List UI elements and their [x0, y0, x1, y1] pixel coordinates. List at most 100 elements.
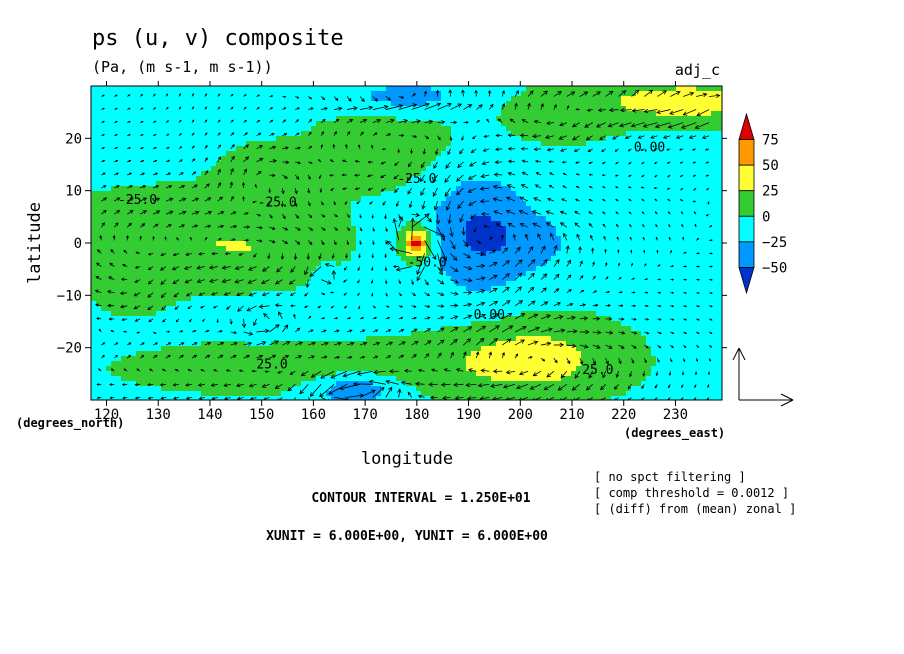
wind-vector-head — [328, 390, 333, 395]
wind-vector — [396, 200, 400, 207]
wind-vector-head — [246, 225, 251, 229]
wind-vector-head — [452, 256, 458, 261]
wind-vector-head — [588, 173, 592, 176]
wind-vector-head — [285, 340, 291, 345]
wind-vector-head — [684, 278, 688, 281]
wind-vector — [319, 383, 335, 397]
wind-vector-head — [98, 368, 101, 371]
wind-vector-head — [637, 135, 642, 139]
wind-vector — [334, 396, 349, 400]
wind-vector-head — [357, 280, 360, 284]
wind-vector-head — [285, 354, 290, 359]
wind-vector — [527, 90, 534, 97]
wind-vector-head — [413, 135, 418, 138]
wind-vector-head — [614, 149, 618, 152]
wind-vector-head — [500, 234, 504, 238]
wind-vector-head — [705, 148, 708, 151]
wind-vector — [533, 397, 542, 400]
wind-vector-head — [248, 292, 254, 297]
wind-vector-head — [296, 241, 301, 245]
wind-vector — [586, 135, 593, 141]
wind-vector-head — [142, 210, 147, 214]
wind-vector-head — [709, 345, 713, 348]
wind-vector-head — [398, 281, 401, 285]
wind-vector-head — [445, 164, 450, 169]
wind-vector — [256, 239, 262, 242]
wind-vector-head — [225, 369, 229, 372]
wind-vector — [437, 292, 444, 296]
wind-vector — [501, 352, 505, 359]
wind-vector-head — [231, 106, 234, 109]
wind-vector-head — [571, 343, 577, 349]
wind-vector — [503, 383, 516, 388]
wind-vector-head — [218, 144, 221, 148]
wind-vector-head — [491, 249, 497, 254]
wind-vector-head — [489, 103, 494, 108]
wind-vector — [394, 187, 400, 193]
wind-vector-head — [398, 216, 401, 220]
wind-vector-head — [693, 211, 696, 214]
wind-vector-head — [621, 331, 626, 335]
wind-vector — [359, 329, 365, 333]
wind-vector-head — [576, 233, 580, 238]
wind-vector — [683, 109, 697, 116]
wind-vector — [393, 174, 399, 180]
wind-vector-head — [602, 186, 605, 189]
wind-vector-head — [448, 89, 453, 94]
wind-vector — [152, 197, 160, 202]
wind-vector — [294, 187, 297, 194]
wind-vector — [450, 279, 459, 284]
x-units-label: (degrees_east) — [624, 426, 725, 441]
wind-vector — [173, 292, 180, 298]
wind-vector — [191, 354, 197, 359]
wind-vector-head — [507, 222, 513, 227]
wind-vector-head — [278, 311, 283, 316]
wind-vector — [253, 318, 257, 326]
wind-vector — [601, 397, 606, 400]
wind-vector-head — [480, 368, 486, 373]
wind-vector-head — [439, 339, 445, 344]
wind-vector-head — [108, 317, 112, 321]
wind-vector — [631, 344, 637, 349]
wind-vector — [566, 245, 569, 254]
y-units-label: (degrees_north) — [16, 416, 124, 431]
wind-vector-head — [384, 216, 387, 220]
experiment-tag: adj_c — [675, 61, 720, 79]
wind-vector-head — [322, 227, 326, 231]
wind-vector-head — [248, 383, 254, 388]
wind-vector — [520, 197, 529, 202]
wind-vector-head — [343, 293, 347, 296]
wind-vector — [540, 287, 547, 294]
wind-vector-head — [535, 172, 539, 175]
wind-vector — [250, 397, 257, 400]
wind-vector-head — [193, 354, 198, 358]
wind-vector-head — [318, 176, 322, 179]
wind-vector — [437, 339, 445, 346]
wind-vector — [476, 302, 485, 307]
wind-vector-head — [524, 233, 529, 238]
wind-vector — [547, 122, 554, 124]
wind-vector-head — [642, 373, 646, 377]
wind-vector-head — [478, 240, 482, 244]
wind-vector — [457, 200, 464, 209]
wind-vector-head — [596, 123, 601, 128]
wind-vector-head — [257, 119, 261, 123]
wind-vector-head — [387, 329, 392, 333]
wind-vector-head — [420, 164, 425, 169]
wind-vector-head — [502, 384, 508, 389]
wind-vector-head — [621, 90, 627, 95]
wind-vector — [618, 357, 622, 364]
wind-vector — [96, 262, 102, 267]
wind-vector-head — [147, 306, 152, 311]
wind-vector-head — [205, 132, 208, 135]
wind-vector-head — [521, 171, 526, 176]
wind-vector — [173, 383, 179, 386]
wind-vector — [424, 317, 430, 320]
wind-vector-head — [608, 317, 613, 321]
wind-vector-head — [102, 107, 105, 110]
wind-vector-head — [385, 379, 391, 385]
contour-label: 0.00 — [474, 308, 505, 323]
wind-vector-head — [179, 119, 182, 122]
wind-vector — [197, 279, 205, 283]
wind-vector — [198, 253, 205, 255]
